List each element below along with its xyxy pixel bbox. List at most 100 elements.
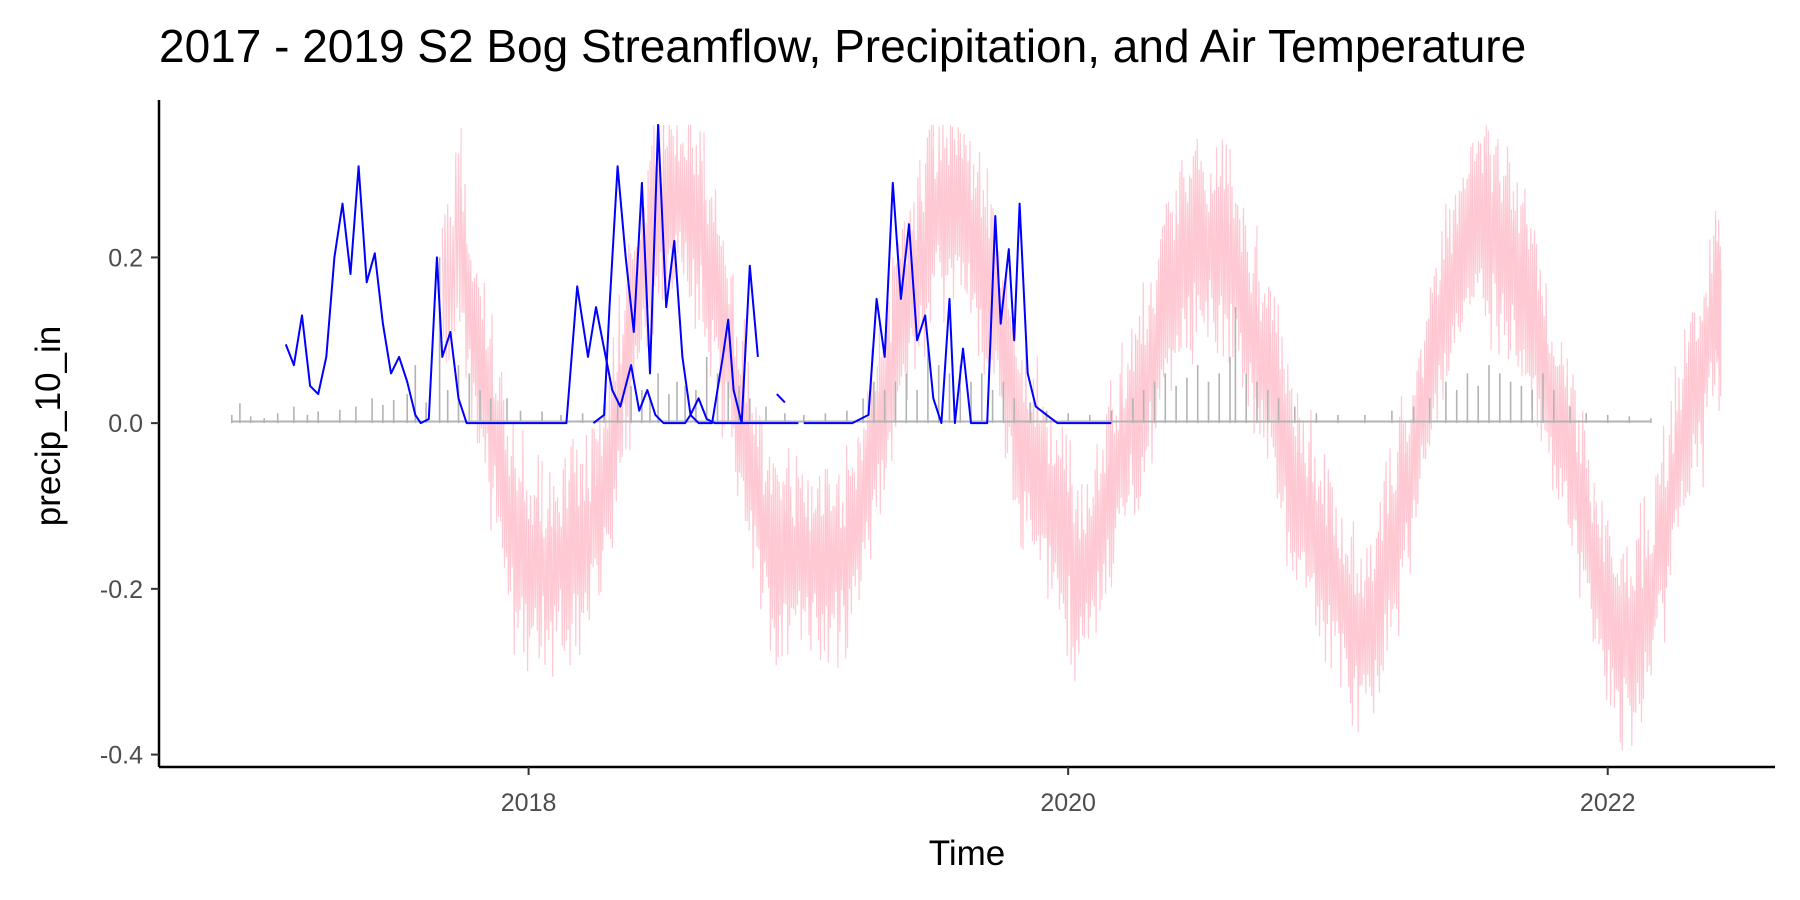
temperature-line xyxy=(770,463,786,666)
temperature-line xyxy=(959,134,975,313)
temperature-line xyxy=(1620,546,1636,751)
temperature-line xyxy=(608,294,624,549)
temperature-line xyxy=(1094,414,1110,633)
temperature-line xyxy=(1512,182,1528,376)
temperature-line xyxy=(1458,142,1474,332)
temperature-line xyxy=(1269,296,1285,509)
y-tick-label: -0.4 xyxy=(100,742,143,770)
temperature-line xyxy=(1000,273,1015,501)
streamflow-line xyxy=(803,181,1112,425)
temperature-line xyxy=(635,170,651,359)
temperature-line xyxy=(1526,224,1541,427)
temperature-line xyxy=(1189,139,1204,365)
x-tick-label: 2018 xyxy=(501,789,557,817)
temperature-line xyxy=(1661,400,1676,643)
y-tick-label: 0.2 xyxy=(108,244,143,272)
temperature-line xyxy=(441,128,462,363)
temperature-line xyxy=(1256,281,1272,459)
temperature-line xyxy=(1404,358,1420,574)
temperature-line xyxy=(1148,226,1164,464)
temperature-line xyxy=(946,124,961,300)
temperature-line xyxy=(1175,159,1191,352)
temperature-line xyxy=(528,454,543,659)
temperature-line xyxy=(1215,139,1231,363)
temperature-line xyxy=(1472,125,1487,317)
temperature-line xyxy=(851,427,867,600)
temperature-line xyxy=(676,124,692,298)
temperature-line xyxy=(1229,148,1245,388)
temperature-line xyxy=(541,472,557,677)
temperature-line xyxy=(1067,440,1083,682)
temperature-line xyxy=(582,428,597,621)
streamflow-line xyxy=(776,393,786,404)
x-tick-label: 2022 xyxy=(1580,789,1636,817)
x-tick-label: 2020 xyxy=(1040,789,1096,817)
temperature-line xyxy=(1647,462,1663,676)
temperature-line xyxy=(973,151,988,375)
temperature-line xyxy=(811,469,826,661)
temperature-line xyxy=(1013,345,1029,550)
temperature-line xyxy=(1688,311,1703,496)
temperature-line xyxy=(1054,426,1069,656)
temperature-line xyxy=(568,439,584,666)
temperature-line xyxy=(1715,210,1722,412)
y-tick-label: -0.2 xyxy=(100,576,143,604)
temperature-line xyxy=(1377,448,1393,693)
temperature-line xyxy=(1283,364,1299,580)
temperature-line xyxy=(919,124,934,358)
temperature-line xyxy=(1499,146,1514,360)
temperature-line xyxy=(689,124,705,329)
temperature-line xyxy=(1580,410,1595,642)
temperature-line xyxy=(1445,190,1460,377)
temperature-line xyxy=(1337,517,1352,704)
temperature-line xyxy=(703,132,719,377)
temperature-line xyxy=(1242,214,1258,434)
streamflow-series xyxy=(284,123,1112,425)
temperature-line xyxy=(1593,500,1609,700)
temperature-line xyxy=(474,273,489,463)
temperature-line xyxy=(1350,521,1366,732)
temperature-line xyxy=(1553,341,1568,500)
temperature-line xyxy=(757,415,772,651)
temperature-line xyxy=(784,448,799,655)
x-axis-ticks: 2018 2020 2022 xyxy=(501,767,1636,817)
temperature-line xyxy=(1539,275,1555,491)
y-axis-ticks: -0.4 -0.2 0.0 0.2 xyxy=(100,244,159,770)
temperature-line xyxy=(1364,532,1379,714)
temperature-line xyxy=(1418,287,1433,480)
temperature-line xyxy=(1040,406,1056,600)
temperature-line xyxy=(1027,356,1042,561)
temperature-line xyxy=(1202,171,1218,342)
temperature-line xyxy=(622,243,638,451)
temperature-line xyxy=(730,274,745,496)
temperature-line xyxy=(824,468,840,668)
temperature-line xyxy=(1135,282,1150,510)
temperature-line xyxy=(1323,459,1339,669)
y-axis-title: precip_10_in xyxy=(29,326,68,526)
temperature-line xyxy=(1566,373,1582,598)
temperature-line xyxy=(1485,130,1501,356)
temperature-line xyxy=(1431,203,1447,423)
temperature-line xyxy=(1108,342,1123,588)
temperature-line xyxy=(1391,395,1406,637)
x-axis-title: Time xyxy=(929,834,1005,873)
temperature-line xyxy=(460,183,476,422)
temperature-line xyxy=(595,376,611,596)
temperature-line xyxy=(1310,422,1326,637)
y-tick-label: 0.0 xyxy=(108,410,143,438)
temperature-series xyxy=(441,124,1722,751)
temperature-line xyxy=(865,348,880,559)
streamflow-line xyxy=(592,123,759,425)
temperature-line xyxy=(1674,329,1690,528)
temperature-line xyxy=(838,445,853,659)
chart-title: 2017 - 2019 S2 Bog Streamflow, Precipita… xyxy=(159,20,1526,72)
streamflow-line xyxy=(284,165,799,425)
temperature-line xyxy=(797,474,813,651)
temperature-line xyxy=(932,124,948,323)
temperature-line xyxy=(514,430,530,672)
plot-area xyxy=(231,123,1722,751)
temperature-line xyxy=(878,270,894,515)
temperature-line xyxy=(1296,393,1312,588)
temperature-line xyxy=(743,353,759,569)
